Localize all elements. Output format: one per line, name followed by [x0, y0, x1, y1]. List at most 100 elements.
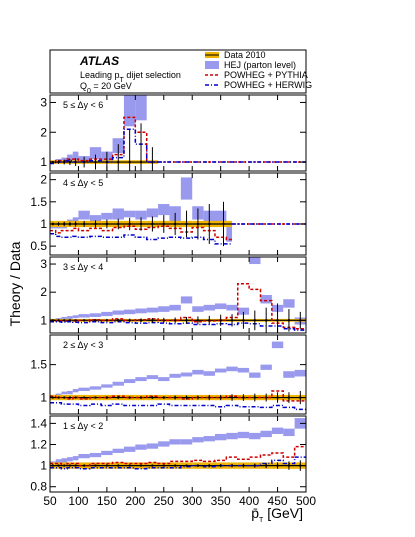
data-point — [139, 319, 143, 322]
x-tick-label: 250 — [154, 494, 174, 508]
y-tick-label: 3 — [40, 95, 47, 109]
data-point — [57, 319, 60, 322]
panel-frame — [49, 172, 307, 256]
data-point — [139, 222, 143, 226]
y-tick-label: 3 — [40, 257, 47, 271]
hej-bin — [123, 446, 136, 452]
data-point — [63, 319, 66, 322]
y-axis-label: Theory / Data — [7, 241, 23, 326]
y-tick-label: 1.2 — [30, 438, 47, 452]
data-point — [117, 222, 120, 226]
data-point — [63, 464, 66, 467]
hej-bin — [249, 372, 261, 378]
data-point — [74, 319, 77, 322]
data-point — [74, 464, 77, 467]
hej-bin — [89, 452, 102, 458]
data-point — [276, 396, 279, 399]
y-tick-label: 0.8 — [30, 480, 47, 494]
hej-bin — [180, 296, 193, 304]
data-point — [253, 464, 256, 467]
data-point — [242, 464, 245, 467]
hej-bin — [101, 450, 113, 456]
data-point — [173, 396, 177, 399]
hej-bin — [214, 303, 227, 310]
data-point — [185, 396, 188, 399]
hej-bin — [249, 257, 261, 265]
hej-bin — [203, 436, 215, 442]
hej-bin — [135, 444, 147, 450]
y-tick-label: 2 — [40, 173, 47, 187]
data-point — [68, 160, 72, 164]
hej-bin — [169, 304, 181, 311]
hej-bin — [112, 208, 124, 220]
hej-bin — [146, 443, 159, 449]
data-point — [253, 396, 256, 399]
data-point — [151, 396, 154, 399]
hej-bin — [260, 430, 272, 438]
data-point — [222, 222, 225, 226]
data-point — [196, 222, 200, 226]
pythia-line — [50, 445, 306, 467]
data-point — [128, 464, 131, 467]
herwig-line — [50, 223, 306, 245]
y-tick-label: 1.5 — [30, 358, 47, 372]
hej-bin — [180, 439, 193, 445]
hej-bin — [146, 307, 159, 313]
data-point — [162, 222, 165, 226]
hej-bin — [61, 316, 68, 319]
panel-dy-label: 1 ≤ Δy < 2 — [63, 421, 103, 431]
hej-bin — [123, 210, 136, 218]
data-point — [219, 319, 222, 322]
data-point — [230, 396, 234, 399]
hej-bin — [72, 456, 79, 461]
hej-bin — [271, 427, 284, 434]
data-point — [162, 464, 165, 467]
panel-frame — [49, 94, 307, 172]
hej-bin — [169, 373, 181, 378]
hej-bin — [135, 308, 147, 314]
hej-bin — [89, 386, 102, 390]
ratio-panel: 1 2 3 5 ≤ Δy < 6 — [40, 94, 307, 172]
data-point — [230, 319, 234, 322]
data-point — [57, 222, 60, 226]
x-tick-label: 300 — [182, 494, 202, 508]
data-point — [128, 160, 131, 164]
hej-bin — [203, 371, 215, 376]
ratio-panel: 1 2 3 3 ≤ Δy < 4 — [40, 256, 307, 334]
hej-bin — [226, 432, 238, 440]
pythia-line — [50, 116, 306, 163]
data-point — [105, 222, 109, 226]
hej-bin — [214, 368, 227, 373]
data-point — [173, 222, 177, 226]
atlas-label: ATLAS — [79, 54, 119, 68]
panel-frame — [49, 334, 307, 415]
data-point — [208, 222, 211, 226]
data-point — [264, 464, 268, 467]
hej-bin — [226, 226, 233, 242]
data-point — [287, 396, 291, 399]
hej-bin — [123, 379, 136, 384]
data-point — [105, 319, 109, 322]
ratio-panel: 0.5 1 1.5 2 4 ≤ Δy < 5 — [30, 172, 307, 256]
hej-bin — [192, 437, 204, 443]
hej-bin — [260, 295, 272, 304]
hej-bin — [72, 217, 79, 224]
hej-bin — [101, 311, 113, 317]
data-point — [105, 464, 109, 467]
hej-bin — [294, 369, 306, 377]
hej-bin — [226, 366, 238, 372]
data-point — [151, 464, 154, 467]
y-tick-label: 2 — [40, 125, 47, 139]
legend-entry: HEJ (parton level) — [205, 60, 296, 70]
hej-bin — [158, 377, 170, 382]
data-point — [128, 396, 131, 399]
header-frame — [49, 49, 307, 94]
hej-bin — [180, 372, 193, 377]
hej-bin — [192, 306, 204, 312]
legend-entry: POWHEG + HERWIG — [205, 80, 312, 90]
legend-entry: Data 2010 — [205, 50, 266, 60]
hej-bin — [112, 448, 124, 453]
hej-bin — [123, 309, 136, 315]
hej-bin — [203, 304, 215, 311]
hej-bin — [283, 299, 295, 308]
